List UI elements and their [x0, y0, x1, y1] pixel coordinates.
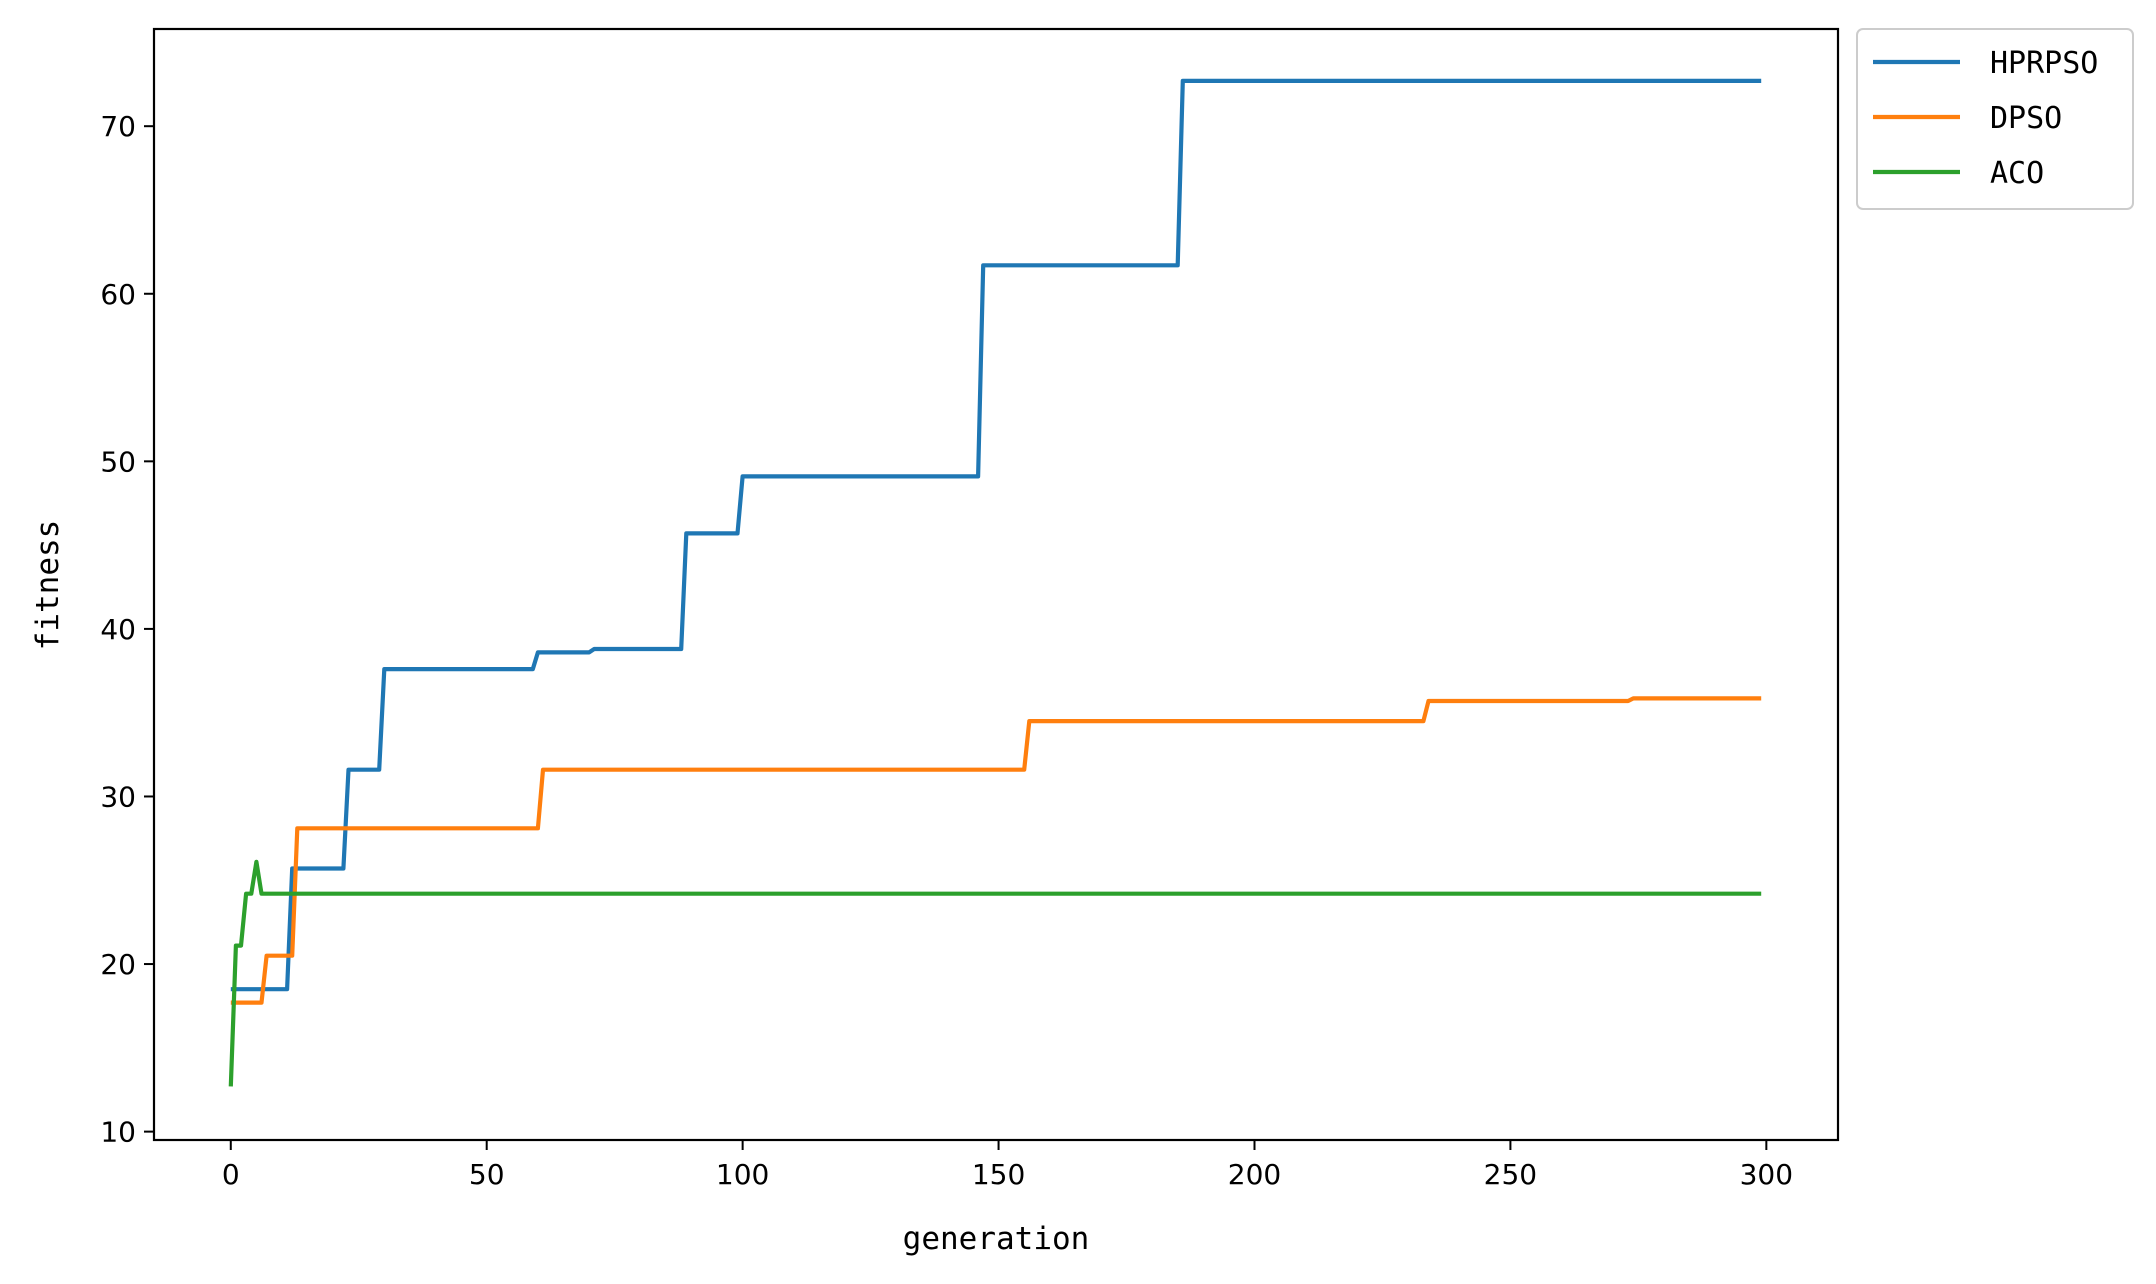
y-axis: 10 20 30 40 50 60 70 [100, 110, 154, 1149]
legend-label-aco: ACO [1990, 156, 2044, 191]
legend-box [1856, 28, 2134, 210]
x-tick-label: 200 [1228, 1158, 1281, 1191]
plot-frame [152, 27, 1840, 1142]
legend-label-hprpso: HPRPSO [1990, 46, 2098, 81]
y-tick-label: 60 [100, 278, 136, 311]
x-axis-title: generation [903, 1221, 1090, 1257]
series-line-aco [228, 859, 1762, 1087]
y-axis-title: fitness [30, 520, 66, 651]
series-line-dpso [230, 696, 1762, 1005]
series-layer [228, 78, 1762, 1087]
y-tick-label: 70 [100, 110, 136, 143]
y-tick-label: 40 [100, 613, 136, 646]
x-tick-label: 0 [222, 1158, 240, 1191]
x-tick-label: 100 [716, 1158, 769, 1191]
legend-label-dpso: DPSO [1990, 101, 2062, 136]
series-line-hprpso [230, 78, 1762, 992]
x-tick-label: 150 [972, 1158, 1025, 1191]
legend: HPRPSO DPSO ACO [1856, 28, 2134, 210]
x-tick-label: 250 [1484, 1158, 1537, 1191]
y-tick-label: 30 [100, 780, 136, 813]
y-tick-label: 50 [100, 445, 136, 478]
y-tick-label: 10 [100, 1116, 136, 1149]
x-axis: 0 50 100 150 200 250 300 [222, 1140, 1793, 1191]
x-tick-label: 50 [469, 1158, 505, 1191]
y-tick-label: 20 [100, 948, 136, 981]
x-tick-label: 300 [1740, 1158, 1793, 1191]
